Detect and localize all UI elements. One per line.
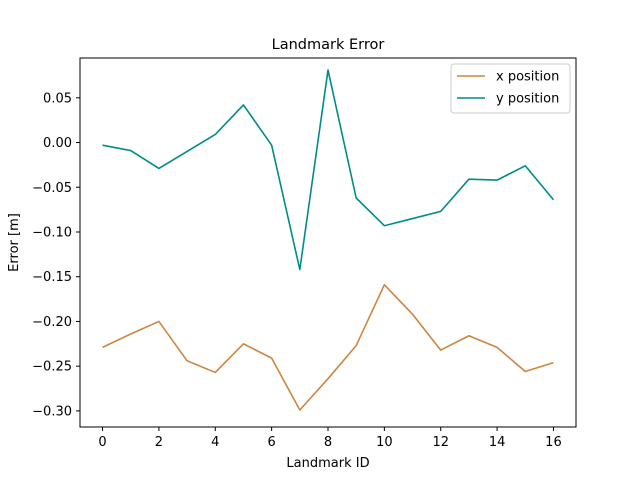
- x-tick-label: 14: [489, 435, 506, 450]
- chart-title: Landmark Error: [272, 37, 385, 53]
- x-axis-label: Landmark ID: [286, 456, 369, 471]
- y-tick-label: 0.05: [43, 91, 72, 106]
- x-tick-label: 0: [98, 435, 106, 450]
- series-line-y-position: [102, 69, 555, 271]
- x-tick-label: 10: [376, 435, 393, 450]
- x-tick-label: 12: [432, 435, 449, 450]
- x-tick-label: 16: [545, 435, 562, 450]
- plot-area: [102, 69, 555, 411]
- y-axis-label: Error [m]: [7, 213, 22, 272]
- x-tick-label: 6: [267, 435, 275, 450]
- legend: x position y position: [450, 63, 571, 114]
- x-tick-label: 4: [211, 435, 219, 450]
- y-tick-label: −0.20: [32, 315, 72, 330]
- legend-label-y-position: y position: [496, 92, 559, 107]
- y-tick-label: −0.30: [32, 404, 72, 419]
- axes: 0 2 4 6 8 10 12 14 16 0.05 0.00 −0.05 −0.10 −0.15 −0.2…: [32, 91, 562, 450]
- x-tick-label: 2: [155, 435, 163, 450]
- y-tick-label: −0.15: [32, 270, 72, 285]
- legend-label-x-position: x position: [496, 70, 559, 85]
- y-tick-label: −0.10: [32, 225, 72, 240]
- series-line-x-position: [102, 283, 554, 411]
- y-tick-label: −0.05: [32, 181, 72, 196]
- plot-frame: [79, 57, 577, 428]
- x-tick-label: 8: [324, 435, 332, 450]
- y-tick-label: 0.00: [43, 136, 72, 151]
- y-tick-label: −0.25: [32, 360, 72, 375]
